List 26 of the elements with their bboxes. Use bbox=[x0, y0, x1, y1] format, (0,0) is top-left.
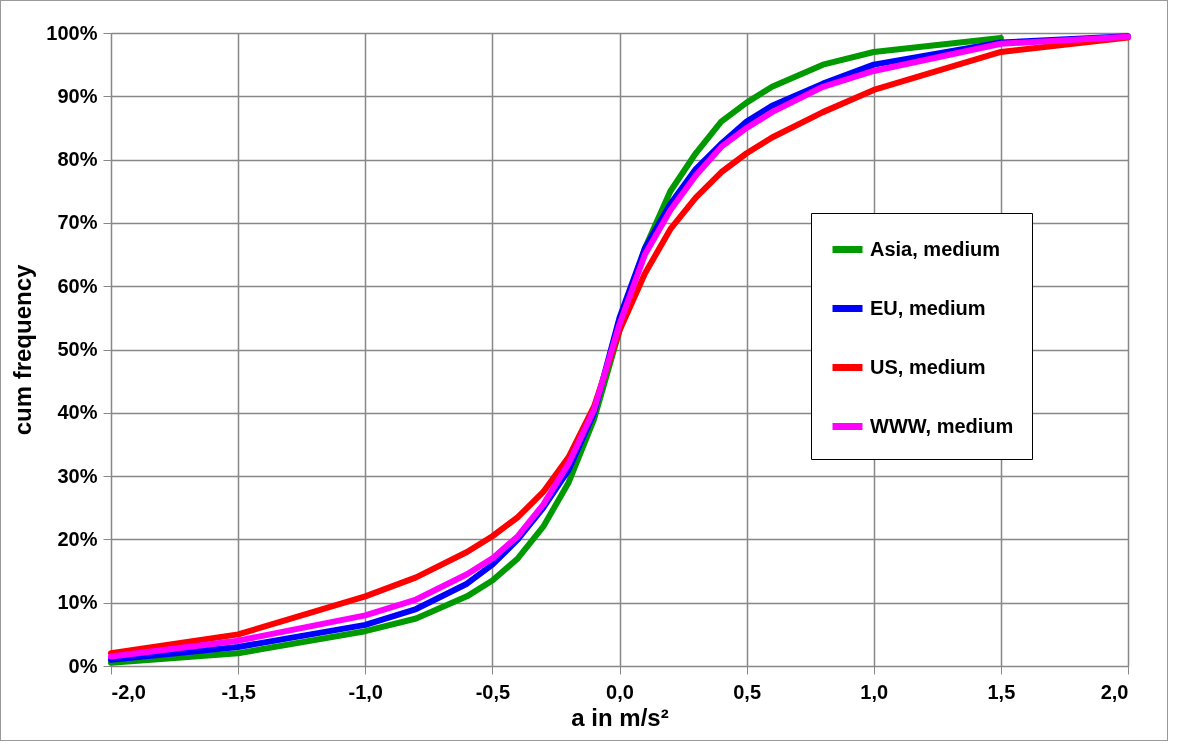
legend-label: EU, medium bbox=[870, 296, 986, 319]
x-tick-label: -1,0 bbox=[348, 680, 383, 703]
y-tick-label: 80% bbox=[57, 148, 98, 171]
y-tick-label: 100% bbox=[46, 21, 98, 44]
y-tick-label: 50% bbox=[57, 338, 98, 360]
y-tick-label: 70% bbox=[57, 211, 98, 234]
y-tick-label: 40% bbox=[57, 401, 98, 424]
y-tick-label: 0% bbox=[68, 654, 98, 677]
x-tick-label: 0,0 bbox=[606, 680, 634, 703]
x-tick-label: 2,0 bbox=[1100, 680, 1129, 703]
x-axis-title: a in m/s² bbox=[571, 703, 669, 731]
x-tick-label: 0,5 bbox=[733, 680, 762, 703]
x-tick-label: -0,5 bbox=[475, 680, 511, 703]
legend-label: Asia, medium bbox=[870, 237, 1001, 260]
x-tick-label: -2,0 bbox=[111, 680, 146, 703]
legend-label: US, medium bbox=[870, 355, 986, 378]
y-tick-label: 90% bbox=[57, 84, 98, 107]
y-tick-label: 20% bbox=[57, 527, 98, 550]
y-axis-title: cum frequency bbox=[9, 263, 37, 436]
x-tick-label: -1,5 bbox=[221, 680, 256, 703]
y-tick-label: 30% bbox=[57, 464, 98, 487]
y-tick-label: 60% bbox=[57, 274, 98, 297]
y-tick-label: 10% bbox=[57, 591, 98, 614]
x-tick-label: 1,0 bbox=[860, 680, 889, 703]
legend-label: WWW, medium bbox=[870, 414, 1014, 437]
x-tick-label: 1,5 bbox=[987, 680, 1016, 703]
